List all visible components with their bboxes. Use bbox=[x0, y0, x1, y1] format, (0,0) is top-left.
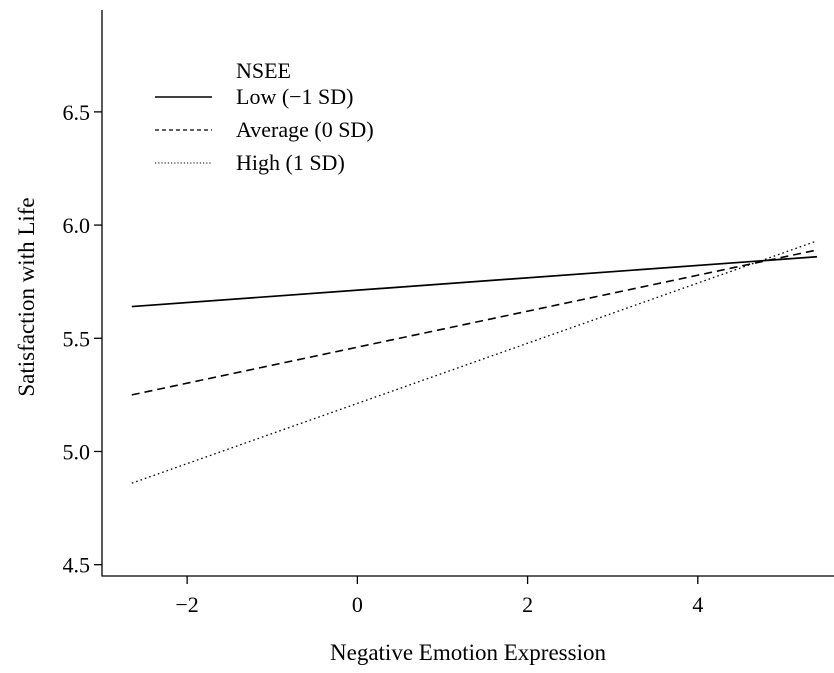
x-tick-label: 0 bbox=[352, 592, 363, 617]
y-axis-label: Satisfaction with Life bbox=[14, 197, 39, 396]
series-line-dotted bbox=[131, 240, 818, 484]
legend-title: NSEE bbox=[236, 58, 291, 83]
x-axis-label: Negative Emotion Expression bbox=[330, 640, 606, 665]
plot-area: −2 0 2 4 4.5 5.0 5.5 6.0 6.5 bbox=[63, 10, 834, 617]
x-axis-ticks: −2 0 2 4 bbox=[175, 576, 703, 617]
y-tick-label: 6.0 bbox=[63, 213, 91, 238]
legend-label: High (1 SD) bbox=[236, 150, 345, 175]
x-tick-label: −2 bbox=[175, 592, 198, 617]
y-tick-label: 5.0 bbox=[63, 439, 91, 464]
x-tick-label: 4 bbox=[692, 592, 703, 617]
y-tick-label: 5.5 bbox=[63, 326, 91, 351]
y-axis-ticks: 4.5 5.0 5.5 6.0 6.5 bbox=[63, 100, 102, 578]
legend-label: Average (0 SD) bbox=[236, 117, 374, 142]
x-tick-label: 2 bbox=[522, 592, 533, 617]
y-tick-label: 6.5 bbox=[63, 100, 91, 125]
legend: NSEE Low (−1 SD) Average (0 SD) High (1 SD… bbox=[155, 58, 374, 175]
y-tick-label: 4.5 bbox=[63, 553, 91, 578]
series-line-solid bbox=[131, 255, 818, 308]
series-line-dashed bbox=[131, 249, 818, 396]
legend-items: Low (−1 SD) Average (0 SD) High (1 SD) bbox=[155, 84, 374, 175]
series-group bbox=[131, 240, 818, 484]
legend-label: Low (−1 SD) bbox=[236, 84, 354, 109]
axes-frame bbox=[101, 10, 834, 577]
